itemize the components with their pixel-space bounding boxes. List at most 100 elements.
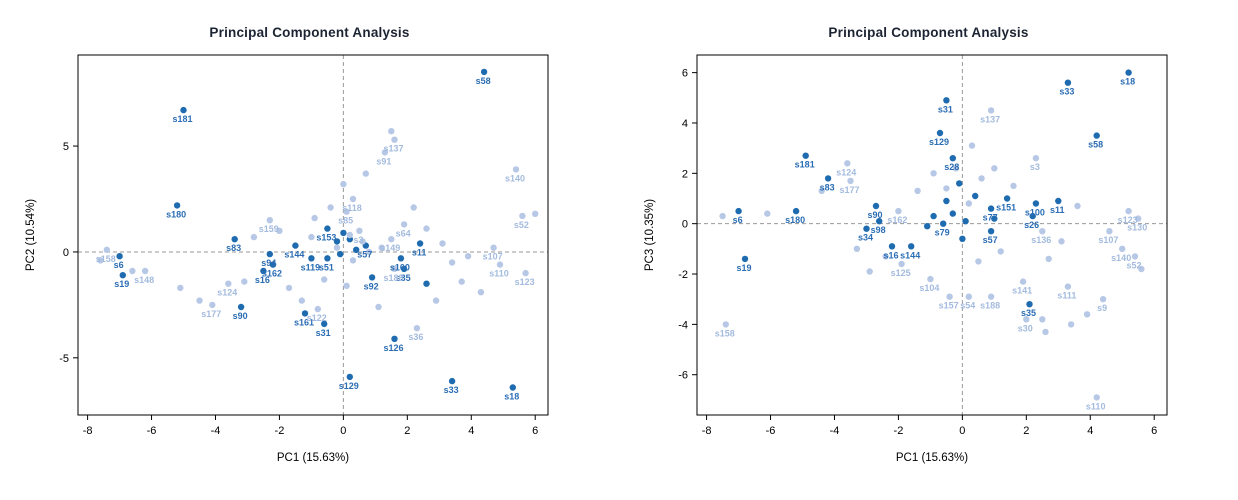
svg-text:4: 4 — [468, 425, 474, 437]
svg-text:-4: -4 — [678, 319, 688, 331]
svg-text:s126: s126 — [383, 343, 403, 353]
svg-text:s100: s100 — [390, 262, 410, 272]
svg-text:6: 6 — [1151, 425, 1157, 437]
svg-text:s83: s83 — [820, 182, 835, 192]
svg-text:s94: s94 — [261, 258, 276, 268]
svg-text:2: 2 — [404, 425, 410, 437]
svg-text:s52: s52 — [514, 220, 529, 230]
svg-text:s104: s104 — [919, 283, 939, 293]
svg-text:s129: s129 — [339, 381, 359, 391]
svg-text:s151: s151 — [996, 203, 1016, 213]
svg-text:-2: -2 — [275, 425, 285, 437]
svg-text:s100: s100 — [1025, 208, 1045, 218]
svg-text:s180: s180 — [785, 215, 805, 225]
svg-text:0: 0 — [959, 425, 965, 437]
svg-text:0: 0 — [340, 425, 346, 437]
svg-text:s58: s58 — [476, 76, 491, 86]
svg-text:s18: s18 — [1120, 77, 1135, 87]
svg-text:s16: s16 — [255, 275, 270, 285]
svg-text:s181: s181 — [795, 160, 815, 170]
svg-text:s130: s130 — [1127, 223, 1147, 233]
svg-text:2: 2 — [1023, 425, 1029, 437]
svg-text:s136: s136 — [1031, 235, 1051, 245]
svg-text:s92: s92 — [364, 281, 379, 291]
svg-text:s137: s137 — [980, 114, 1000, 124]
svg-text:s6: s6 — [733, 215, 743, 225]
svg-text:s19: s19 — [736, 263, 751, 273]
svg-text:s162: s162 — [887, 215, 907, 225]
svg-text:s140: s140 — [505, 173, 525, 183]
svg-text:s3: s3 — [1030, 162, 1040, 172]
svg-text:PC1 (15.63%): PC1 (15.63%) — [896, 452, 968, 464]
svg-text:s57: s57 — [357, 250, 372, 260]
chart-title-left: Principal Component Analysis — [209, 25, 410, 40]
svg-text:-2: -2 — [678, 269, 688, 281]
svg-text:s180: s180 — [166, 209, 186, 219]
svg-text:4: 4 — [1087, 425, 1093, 437]
svg-text:s98: s98 — [871, 225, 886, 235]
svg-text:s153: s153 — [316, 233, 336, 243]
svg-text:s33: s33 — [1059, 87, 1074, 97]
svg-text:s16: s16 — [883, 250, 898, 260]
svg-text:s34: s34 — [858, 233, 873, 243]
svg-text:s181: s181 — [172, 114, 192, 124]
svg-text:s188: s188 — [383, 273, 403, 283]
svg-text:s30: s30 — [1018, 323, 1033, 333]
svg-text:s19: s19 — [114, 279, 129, 289]
svg-text:-6: -6 — [678, 370, 688, 382]
svg-text:s35: s35 — [1021, 308, 1036, 318]
svg-text:s31: s31 — [938, 104, 953, 114]
svg-text:s18: s18 — [504, 392, 519, 402]
svg-text:-8: -8 — [83, 425, 93, 437]
svg-text:-4: -4 — [211, 425, 221, 437]
svg-text:s177: s177 — [201, 309, 221, 319]
pca-panel-pc1-pc2: Principal Component Analysis -8 -6 -4 -2 0 2 4… — [25, 25, 549, 464]
svg-text:s124: s124 — [217, 288, 237, 298]
svg-text:s51: s51 — [319, 262, 334, 272]
svg-text:PC3 (10.35%): PC3 (10.35%) — [644, 199, 656, 271]
svg-text:s57: s57 — [983, 235, 998, 245]
svg-text:0: 0 — [682, 219, 688, 231]
svg-text:s6: s6 — [114, 260, 124, 270]
svg-text:PC1 (15.63%): PC1 (15.63%) — [277, 452, 349, 464]
svg-text:0: 0 — [63, 247, 69, 259]
svg-text:PC2 (10.54%): PC2 (10.54%) — [25, 199, 37, 271]
svg-text:s123: s123 — [515, 277, 535, 287]
svg-text:s90: s90 — [867, 210, 882, 220]
svg-text:s3: s3 — [353, 235, 363, 245]
svg-text:-2: -2 — [894, 425, 904, 437]
svg-text:s158: s158 — [96, 254, 116, 264]
svg-text:s158: s158 — [715, 328, 735, 338]
svg-text:s149: s149 — [380, 243, 400, 253]
svg-text:s141: s141 — [1012, 286, 1032, 296]
svg-text:s124: s124 — [836, 167, 856, 177]
svg-text:5: 5 — [63, 141, 69, 153]
svg-text:-6: -6 — [147, 425, 157, 437]
svg-text:s177: s177 — [839, 185, 859, 195]
svg-text:6: 6 — [682, 68, 688, 80]
scatter-plot-pc1-pc3: -8 -6 -4 -2 0 2 4 6 -6 -4 -2 0 2 4 6 PC1 (15.63%) PC3 (1… — [644, 54, 1168, 464]
svg-text:s118: s118 — [342, 203, 362, 213]
svg-text:s90: s90 — [233, 311, 248, 321]
svg-text:-4: -4 — [830, 425, 840, 437]
svg-text:s144: s144 — [284, 250, 304, 260]
svg-text:6: 6 — [532, 425, 538, 437]
svg-text:s162: s162 — [262, 269, 282, 279]
svg-text:s54: s54 — [960, 301, 975, 311]
svg-text:-6: -6 — [766, 425, 776, 437]
svg-text:s9: s9 — [1097, 303, 1107, 313]
svg-text:s107: s107 — [1098, 235, 1118, 245]
svg-text:s91: s91 — [376, 156, 391, 166]
svg-text:s122: s122 — [307, 313, 327, 323]
chart-title-right: Principal Component Analysis — [828, 25, 1029, 40]
svg-text:s107: s107 — [483, 252, 503, 262]
svg-text:s125: s125 — [891, 268, 911, 278]
svg-text:s28: s28 — [944, 162, 959, 172]
svg-text:s11: s11 — [1050, 205, 1065, 215]
svg-text:s52: s52 — [1126, 260, 1141, 270]
svg-text:s119: s119 — [301, 262, 321, 272]
svg-text:s123: s123 — [1118, 215, 1138, 225]
svg-text:s110: s110 — [489, 269, 509, 279]
svg-text:s129: s129 — [929, 137, 949, 147]
